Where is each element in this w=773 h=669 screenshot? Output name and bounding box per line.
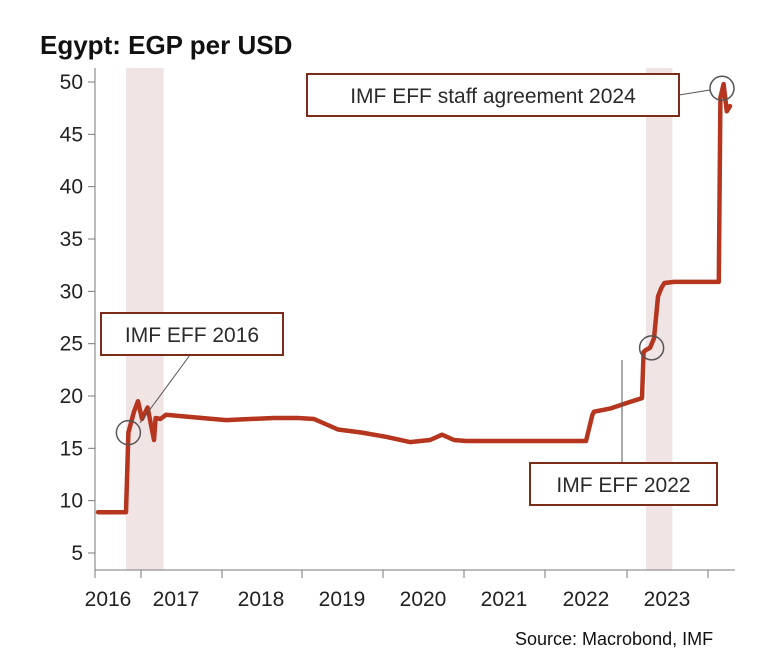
annotation-box (306, 73, 680, 117)
x-tick-label: 2020 (400, 588, 447, 611)
x-tick-label: 2018 (238, 588, 285, 611)
annotation-box (100, 312, 284, 356)
y-tick-label: 30 (60, 280, 83, 303)
y-tick-label: 15 (60, 437, 83, 460)
annotation-marker (709, 75, 735, 102)
source-note: Source: Macrobond, IMF (515, 629, 713, 649)
y-tick-label: 40 (60, 176, 83, 199)
y-tick-label: 5 (71, 542, 83, 565)
y-tick-label: 20 (60, 385, 83, 408)
y-tick-label: 35 (60, 228, 83, 251)
axes (94, 68, 735, 571)
y-tick-label: 25 (60, 333, 83, 356)
y-tick-label: 45 (60, 123, 83, 146)
annotation-label: IMF EFF 2022 (556, 474, 690, 497)
y-tick-label: 10 (60, 490, 83, 513)
y-tick-label: 50 (60, 71, 83, 94)
x-tick-label: 2016 (85, 588, 132, 611)
annotations: IMF EFF 2016 IMF EFF 2022 IMF EFF staff ag… (100, 73, 735, 506)
annotation-box (529, 462, 718, 506)
x-tick-label: 2023 (644, 588, 691, 611)
x-tick-label: 2017 (153, 588, 200, 611)
x-tick-label: 2021 (481, 588, 528, 611)
annotation-marker (115, 419, 142, 446)
annotation-label: IMF EFF 2016 (125, 324, 259, 347)
y-ticks: 5 10 15 20 25 30 35 40 45 50 (60, 71, 95, 565)
x-tick-label: 2022 (563, 588, 610, 611)
annotation-marker (638, 335, 665, 361)
chart-title: Egypt: EGP per USD (40, 30, 292, 60)
annotation-label: IMF EFF staff agreement 2024 (350, 85, 636, 108)
series-line-1 (95, 81, 733, 515)
annotation-leader-line (139, 354, 191, 424)
series (95, 81, 733, 515)
annotation-leader-line (678, 89, 711, 96)
x-tick-label: 2019 (319, 588, 366, 611)
x-ticks: 2016 2017 2018 2019 2020 2021 2022 2023 (85, 570, 709, 611)
